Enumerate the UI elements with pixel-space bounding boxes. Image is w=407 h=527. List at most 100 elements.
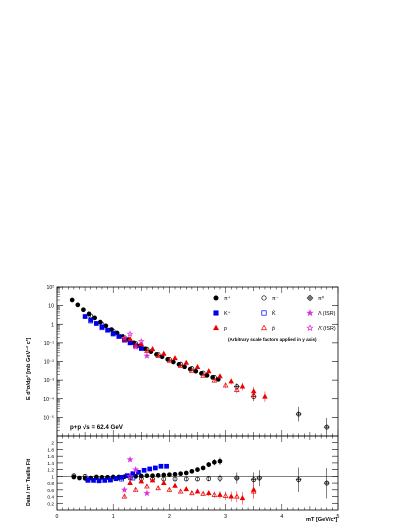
series-square-3 <box>85 463 169 484</box>
data-point <box>130 471 136 477</box>
data-point <box>172 482 178 488</box>
data-point <box>195 467 200 472</box>
x-axis-label: mT [GeV/c²] <box>306 516 338 523</box>
data-point <box>211 491 218 497</box>
data-point <box>189 468 195 474</box>
data-point <box>103 323 109 329</box>
data-point <box>228 378 235 384</box>
lower-panel-ratio: 0.20.40.60.811.21.41.61.820 1 2 3 4 5 <box>47 435 340 520</box>
upper-y-tick-label: 10⁻¹ <box>44 341 55 347</box>
series-crosscircle-2 <box>234 467 330 499</box>
data-point <box>183 486 190 492</box>
data-point <box>136 469 141 475</box>
data-point <box>200 465 206 471</box>
data-point <box>250 488 257 494</box>
data-point <box>92 315 98 321</box>
lower-y-tick-label: 1 <box>51 474 54 480</box>
data-point <box>132 342 139 348</box>
upper-y-tick-label: 10⁻² <box>44 360 55 366</box>
data-point <box>170 359 176 365</box>
data-point <box>155 485 161 491</box>
data-point <box>85 478 91 483</box>
series-star-8 <box>126 472 134 480</box>
legend-label: π⁰ <box>318 296 324 302</box>
data-point <box>166 357 173 363</box>
data-point <box>167 472 172 478</box>
data-point <box>222 382 229 388</box>
data-point <box>153 465 158 471</box>
data-point <box>91 478 96 483</box>
data-point <box>71 473 77 479</box>
data-point <box>144 347 150 353</box>
lower-y-tick-label: 0.8 <box>47 481 54 487</box>
lower-frame <box>56 435 339 511</box>
data-point <box>177 488 184 494</box>
data-point <box>234 493 240 499</box>
data-point <box>141 467 147 473</box>
data-point <box>121 493 128 499</box>
data-point <box>194 363 201 370</box>
data-point <box>127 479 133 486</box>
data-point <box>155 473 161 478</box>
x-tick-label: 1 <box>112 514 115 520</box>
data-point <box>143 352 151 359</box>
lower-y-tick-label: 0.6 <box>47 488 54 494</box>
legend-marker <box>212 324 220 331</box>
data-point <box>206 476 212 482</box>
legend-label: Λ (ISR) <box>318 311 336 317</box>
data-point <box>228 493 235 499</box>
data-point <box>158 463 164 469</box>
legend-marker <box>261 310 267 316</box>
legend-label: p̄ <box>272 326 275 332</box>
data-point <box>143 489 151 497</box>
data-point <box>160 479 167 486</box>
upper-y-tick-label: 1 <box>51 322 54 328</box>
y-axis-label-lower: Data / π⁺ Tsallis Fit <box>26 458 32 506</box>
data-point <box>256 475 263 481</box>
x-tick-label: 4 <box>280 514 283 520</box>
data-point <box>295 411 302 417</box>
data-point <box>96 478 102 484</box>
data-point <box>222 492 229 498</box>
data-point <box>138 478 145 484</box>
data-point <box>323 424 330 430</box>
data-point <box>177 362 184 368</box>
data-point <box>172 355 178 361</box>
data-point <box>88 318 94 324</box>
data-point <box>234 475 240 481</box>
data-point <box>149 477 156 483</box>
data-point <box>183 470 189 476</box>
data-point <box>137 337 145 345</box>
lower-y-tick-label: 1.2 <box>47 468 54 474</box>
data-point <box>126 330 134 337</box>
series-triangle-6 <box>127 335 268 402</box>
data-point <box>217 491 223 497</box>
data-point <box>75 302 81 308</box>
data-point <box>217 458 223 464</box>
data-point <box>108 477 113 483</box>
legend-marker <box>306 324 314 332</box>
data-point <box>183 476 189 482</box>
data-point <box>239 383 246 389</box>
data-point <box>149 346 156 352</box>
data-point <box>205 368 212 374</box>
data-point <box>195 476 200 482</box>
data-point <box>127 335 133 342</box>
data-point <box>82 474 88 479</box>
scale-factor-note: (Arbitrary scale factors applied in y ax… <box>228 337 317 342</box>
data-point <box>126 455 134 463</box>
data-point <box>217 373 223 379</box>
data-point <box>132 466 140 473</box>
legend-marker <box>261 295 267 301</box>
data-point <box>250 391 257 397</box>
data-point <box>234 386 240 392</box>
data-point <box>194 488 201 494</box>
series-square-4 <box>85 475 136 484</box>
y-axis-label-upper: E d³σ/dp³ [mb GeV⁻² c³] <box>25 337 32 400</box>
data-point <box>262 393 268 399</box>
data-point <box>99 325 105 331</box>
upper-y-tick-label: 10⁻⁵ <box>43 415 54 421</box>
legend-label: Λ̄ (ISR) <box>318 326 336 332</box>
data-point <box>217 476 223 481</box>
